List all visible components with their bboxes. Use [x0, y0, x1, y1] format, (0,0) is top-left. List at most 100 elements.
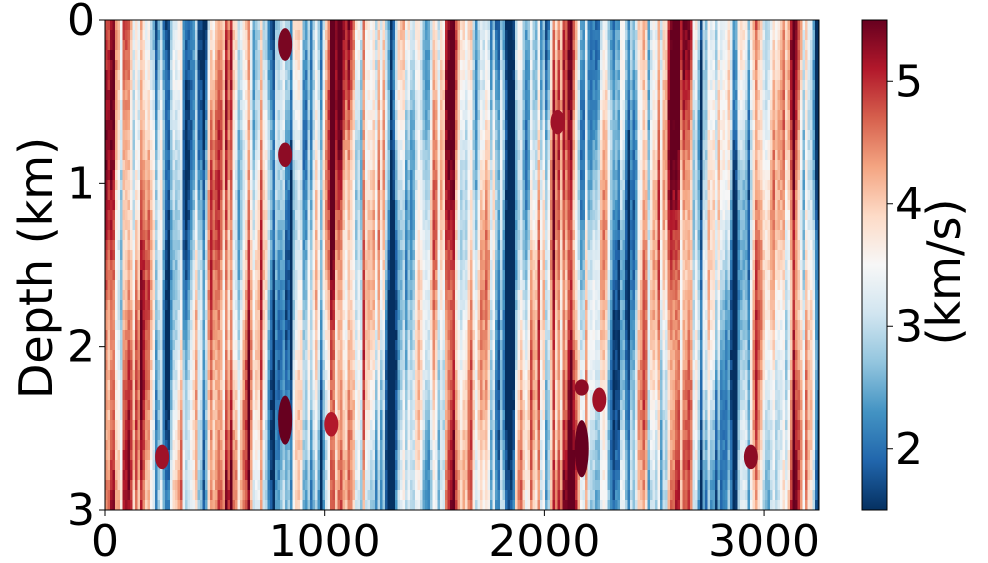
heatmap-cell [137, 70, 141, 81]
heatmap-cell [292, 300, 296, 311]
heatmap-cell [187, 490, 191, 501]
heatmap-cell [190, 500, 193, 510]
heatmap-cell [182, 300, 186, 311]
heatmap-cell [112, 170, 116, 181]
heatmap-cell [297, 80, 301, 91]
heatmap-cell [177, 150, 181, 161]
heatmap-cell [357, 420, 361, 431]
heatmap-cell [340, 140, 343, 151]
heatmap-cell [130, 160, 133, 171]
heatmap-cell [297, 190, 301, 201]
heatmap-cell [207, 340, 211, 351]
heatmap-cell [187, 270, 191, 281]
heatmap-cell [152, 410, 156, 421]
heatmap-cell [255, 80, 258, 91]
heatmap-cell [242, 500, 246, 510]
heatmap-cell [355, 170, 358, 181]
heatmap-cell [352, 340, 356, 351]
heatmap-cell [132, 160, 136, 171]
heatmap-cell [290, 270, 293, 281]
heatmap-cell [207, 120, 211, 131]
heatmap-cell [332, 280, 336, 291]
heatmap-cell [192, 460, 196, 471]
heatmap-cell [292, 490, 296, 501]
heatmap-cell [315, 380, 318, 391]
heatmap-cell [200, 490, 203, 501]
heatmap-cell [352, 130, 356, 141]
heatmap-cell [132, 90, 136, 101]
heatmap-cell [182, 370, 186, 381]
heatmap-cell [312, 90, 316, 101]
heatmap-cell [342, 170, 346, 181]
heatmap-cell [147, 130, 151, 141]
heatmap-cell [252, 380, 256, 391]
heatmap-cell [267, 490, 271, 501]
heatmap-cell [250, 330, 253, 341]
heatmap-cell [167, 240, 171, 251]
heatmap-cell [250, 20, 253, 31]
heatmap-cell [302, 250, 306, 261]
heatmap-cell [217, 220, 221, 231]
heatmap-cell [157, 440, 161, 451]
heatmap-cell [302, 290, 306, 301]
heatmap-cell [117, 360, 121, 371]
heatmap-cell [337, 200, 341, 211]
heatmap-cell [337, 410, 341, 421]
heatmap-cell [167, 380, 171, 391]
heatmap-cell [115, 270, 118, 281]
heatmap-cell [347, 260, 351, 271]
heatmap-cell [315, 170, 318, 181]
heatmap-cell [162, 480, 166, 491]
heatmap-cell [202, 240, 206, 251]
heatmap-cell [115, 140, 118, 151]
heatmap-cell [165, 190, 168, 201]
heatmap-cell [282, 220, 286, 231]
heatmap-cell [350, 170, 353, 181]
heatmap-cell [185, 110, 188, 121]
heatmap-cell [330, 160, 333, 171]
heatmap-cell [197, 150, 201, 161]
heatmap-cell [317, 190, 321, 201]
heatmap-cell [262, 20, 266, 31]
heatmap-cell [322, 340, 326, 351]
heatmap-cell [355, 490, 358, 501]
heatmap-cell [257, 350, 261, 361]
heatmap-cell [180, 270, 183, 281]
heatmap-cell [247, 290, 251, 301]
heatmap-cell [152, 150, 156, 161]
heatmap-cell [140, 80, 143, 91]
heatmap-cell [190, 440, 193, 451]
heatmap-cell [250, 400, 253, 411]
heatmap-cell [145, 270, 148, 281]
heatmap-cell [257, 150, 261, 161]
heatmap-cell [150, 430, 153, 441]
heatmap-cell [155, 70, 158, 81]
heatmap-cell [165, 30, 168, 41]
heatmap-cell [290, 360, 293, 371]
heatmap-cell [225, 250, 228, 261]
heatmap-cell [195, 350, 198, 361]
heatmap-cell [297, 130, 301, 141]
heatmap-cell [322, 420, 326, 431]
heatmap-cell [210, 210, 213, 221]
heatmap-cell [242, 370, 246, 381]
heatmap-cell [322, 80, 326, 91]
heatmap-cell [295, 410, 298, 421]
heatmap-cell [327, 80, 331, 91]
heatmap-cell [332, 50, 336, 61]
heatmap-cell [142, 220, 146, 231]
heatmap-cell [130, 320, 133, 331]
heatmap-cell [117, 330, 121, 341]
heatmap-cell [127, 170, 131, 181]
heatmap-cell [200, 440, 203, 451]
heatmap-cell [215, 410, 218, 421]
heatmap-cell [172, 230, 176, 241]
heatmap-cell [170, 440, 173, 451]
heatmap-cell [152, 280, 156, 291]
heatmap-cell [305, 450, 308, 461]
heatmap-cell [252, 300, 256, 311]
heatmap-cell [117, 260, 121, 271]
heatmap-cell [185, 450, 188, 461]
heatmap-cell [357, 70, 361, 81]
heatmap-cell [215, 170, 218, 181]
